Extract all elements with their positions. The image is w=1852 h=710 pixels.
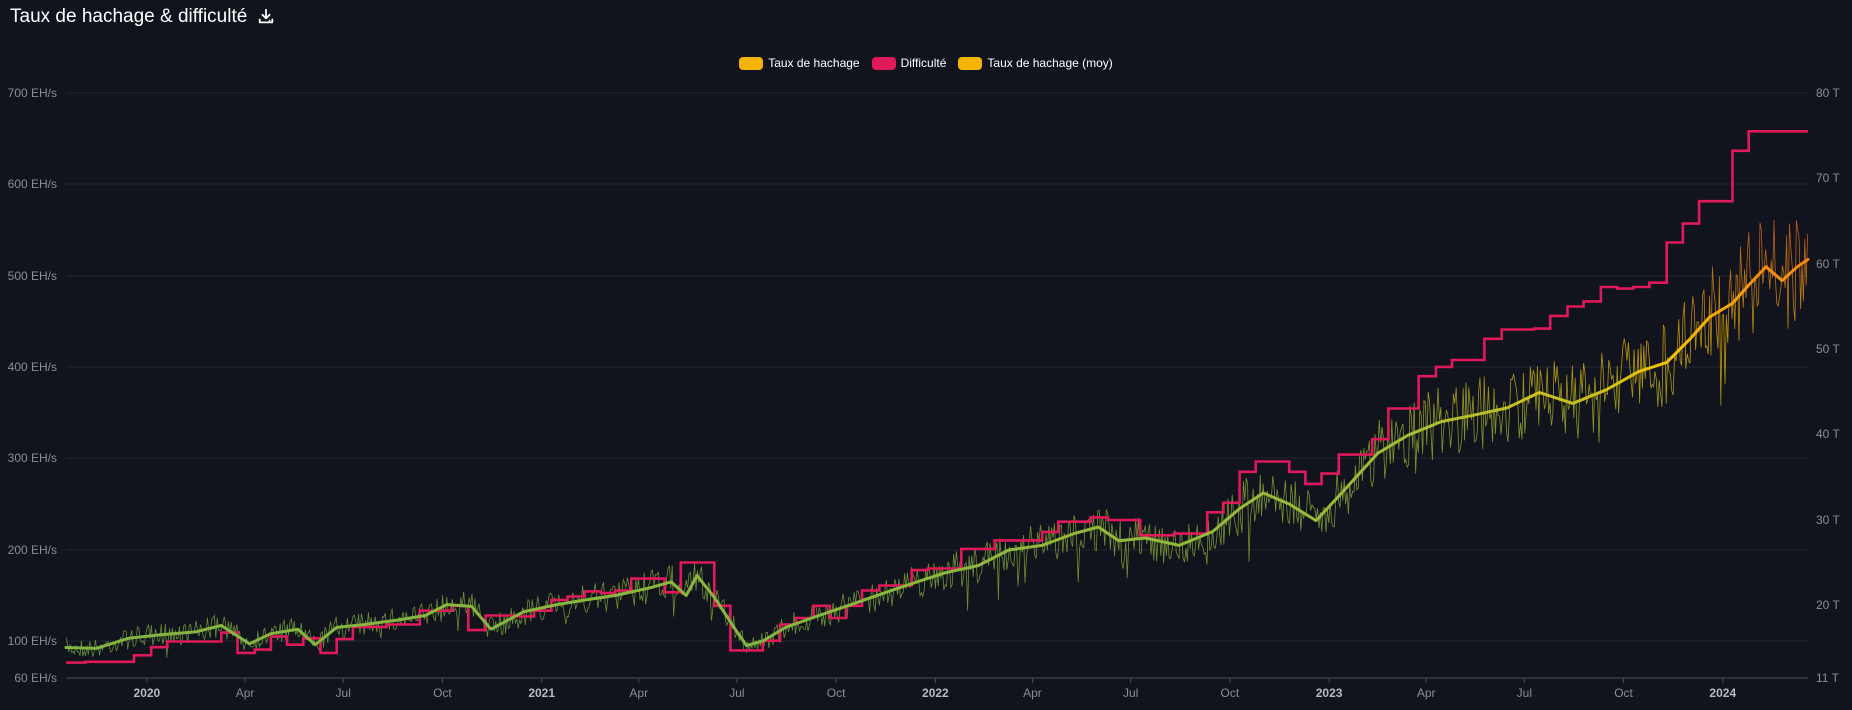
download-icon[interactable] <box>257 8 275 26</box>
y-tick-label-right: 60 T <box>1816 257 1840 271</box>
x-tick-label: Apr <box>629 686 648 700</box>
legend-label-hashrate: Taux de hachage <box>768 56 860 70</box>
chart-title-text: Taux de hachage & difficulté <box>10 6 248 27</box>
hashrate-raw-series <box>65 220 1808 658</box>
chart-title: Taux de hachage & difficulté <box>10 6 275 28</box>
y-tick-label-left: 60 EH/s <box>14 671 57 685</box>
hashrate-avg-line <box>64 257 1810 650</box>
difficulty-series <box>66 130 1808 664</box>
x-tick-label: Jul <box>729 686 744 700</box>
y-tick-label-right: 11 T <box>1816 671 1840 685</box>
y-axis-right: 11 T 20 T 30 T 40 T 50 T 60 T 70 T 80 T <box>1816 86 1840 685</box>
x-tick-label: Oct <box>827 686 846 700</box>
difficulty-line <box>66 130 1808 664</box>
x-tick-label: Oct <box>433 686 452 700</box>
y-tick-label-left: 500 EH/s <box>8 269 57 283</box>
legend-label-difficulty: Difficulté <box>900 56 947 70</box>
x-tick-label: Apr <box>236 686 255 700</box>
y-tick-label-right: 20 T <box>1816 598 1840 612</box>
grid-lines <box>66 92 1808 679</box>
y-tick-label-right: 80 T <box>1816 86 1840 100</box>
x-axis: 2020 Apr Jul Oct 2021 Apr Jul Oct 2022 Apr Jul Oct 2… <box>134 678 1736 700</box>
y-tick-label-right: 70 T <box>1816 171 1840 185</box>
chart-legend: Taux de hachage Difficulté Taux de hacha… <box>0 56 1852 70</box>
legend-swatch-difficulty <box>871 56 896 70</box>
legend-item-hashrate-avg[interactable]: Taux de hachage (moy) <box>958 56 1113 70</box>
x-tick-label: Apr <box>1023 686 1042 700</box>
y-tick-label-right: 50 T <box>1816 342 1840 356</box>
x-tick-label: 2021 <box>528 686 555 700</box>
x-tick-label: Jul <box>1517 686 1532 700</box>
legend-item-hashrate[interactable]: Taux de hachage <box>739 56 860 70</box>
x-tick-label: Apr <box>1417 686 1436 700</box>
x-tick-label: Jul <box>336 686 351 700</box>
y-tick-label-left: 200 EH/s <box>8 543 57 557</box>
x-tick-label: 2023 <box>1316 686 1343 700</box>
x-tick-label: 2020 <box>134 686 161 700</box>
y-tick-label-left: 600 EH/s <box>8 177 57 191</box>
x-tick-label: 2022 <box>922 686 949 700</box>
legend-item-difficulty[interactable]: Difficulté <box>871 56 947 70</box>
y-tick-label-left: 400 EH/s <box>8 360 57 374</box>
y-tick-label-left: 100 EH/s <box>8 634 57 648</box>
x-tick-label: Jul <box>1123 686 1138 700</box>
y-tick-label-right: 30 T <box>1816 513 1840 527</box>
x-tick-label: Oct <box>1614 686 1633 700</box>
hashrate-avg-series <box>64 257 1810 650</box>
legend-swatch-hashrate <box>739 56 764 70</box>
y-axis-left: 60 EH/s 100 EH/s 200 EH/s 300 EH/s 400 EH/s 5… <box>8 86 57 685</box>
y-tick-label-right: 40 T <box>1816 427 1840 441</box>
x-tick-label: Oct <box>1221 686 1240 700</box>
hashrate-raw-line <box>65 220 1808 658</box>
y-tick-label-left: 300 EH/s <box>8 451 57 465</box>
legend-label-hashrate-avg: Taux de hachage (moy) <box>987 56 1113 70</box>
legend-swatch-hashrate-avg <box>958 56 983 70</box>
y-tick-label-left: 700 EH/s <box>8 86 57 100</box>
x-tick-label: 2024 <box>1709 686 1736 700</box>
